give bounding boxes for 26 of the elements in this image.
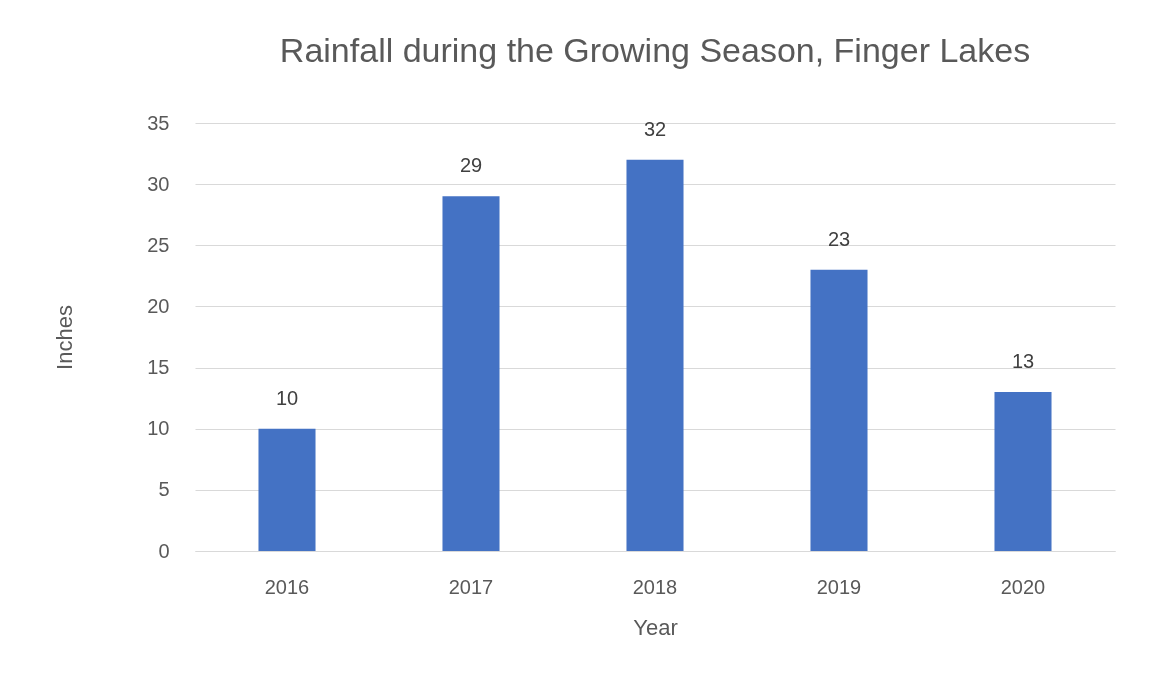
x-axis-title: Year bbox=[633, 614, 678, 640]
data-label: 32 bbox=[643, 117, 667, 140]
y-tick-label: 25 bbox=[147, 233, 170, 256]
bar bbox=[442, 196, 500, 551]
x-tick-label: 2020 bbox=[1000, 575, 1046, 598]
y-axis-title: Inches bbox=[52, 305, 78, 370]
x-tick-label: 2016 bbox=[264, 575, 310, 598]
data-label: 10 bbox=[275, 386, 299, 409]
y-tick-label: 10 bbox=[147, 417, 170, 440]
bar bbox=[810, 269, 868, 551]
y-tick-label: 35 bbox=[147, 111, 170, 134]
bar bbox=[994, 392, 1052, 551]
data-label: 13 bbox=[1011, 350, 1035, 373]
y-tick-label: 5 bbox=[158, 478, 170, 501]
bar bbox=[626, 159, 684, 551]
y-tick-label: 20 bbox=[147, 294, 170, 317]
y-tick-label: 15 bbox=[147, 356, 170, 379]
x-tick-label: 2017 bbox=[448, 575, 494, 598]
bar bbox=[258, 428, 316, 551]
x-tick-label: 2018 bbox=[632, 575, 678, 598]
x-tick-label: 2019 bbox=[816, 575, 862, 598]
data-label: 29 bbox=[459, 154, 483, 177]
chart-title: Rainfall during the Growing Season, Finger Lakes bbox=[279, 31, 1031, 69]
y-tick-label: 0 bbox=[158, 539, 170, 562]
y-tick-label: 30 bbox=[147, 172, 170, 195]
data-label: 23 bbox=[827, 227, 851, 250]
